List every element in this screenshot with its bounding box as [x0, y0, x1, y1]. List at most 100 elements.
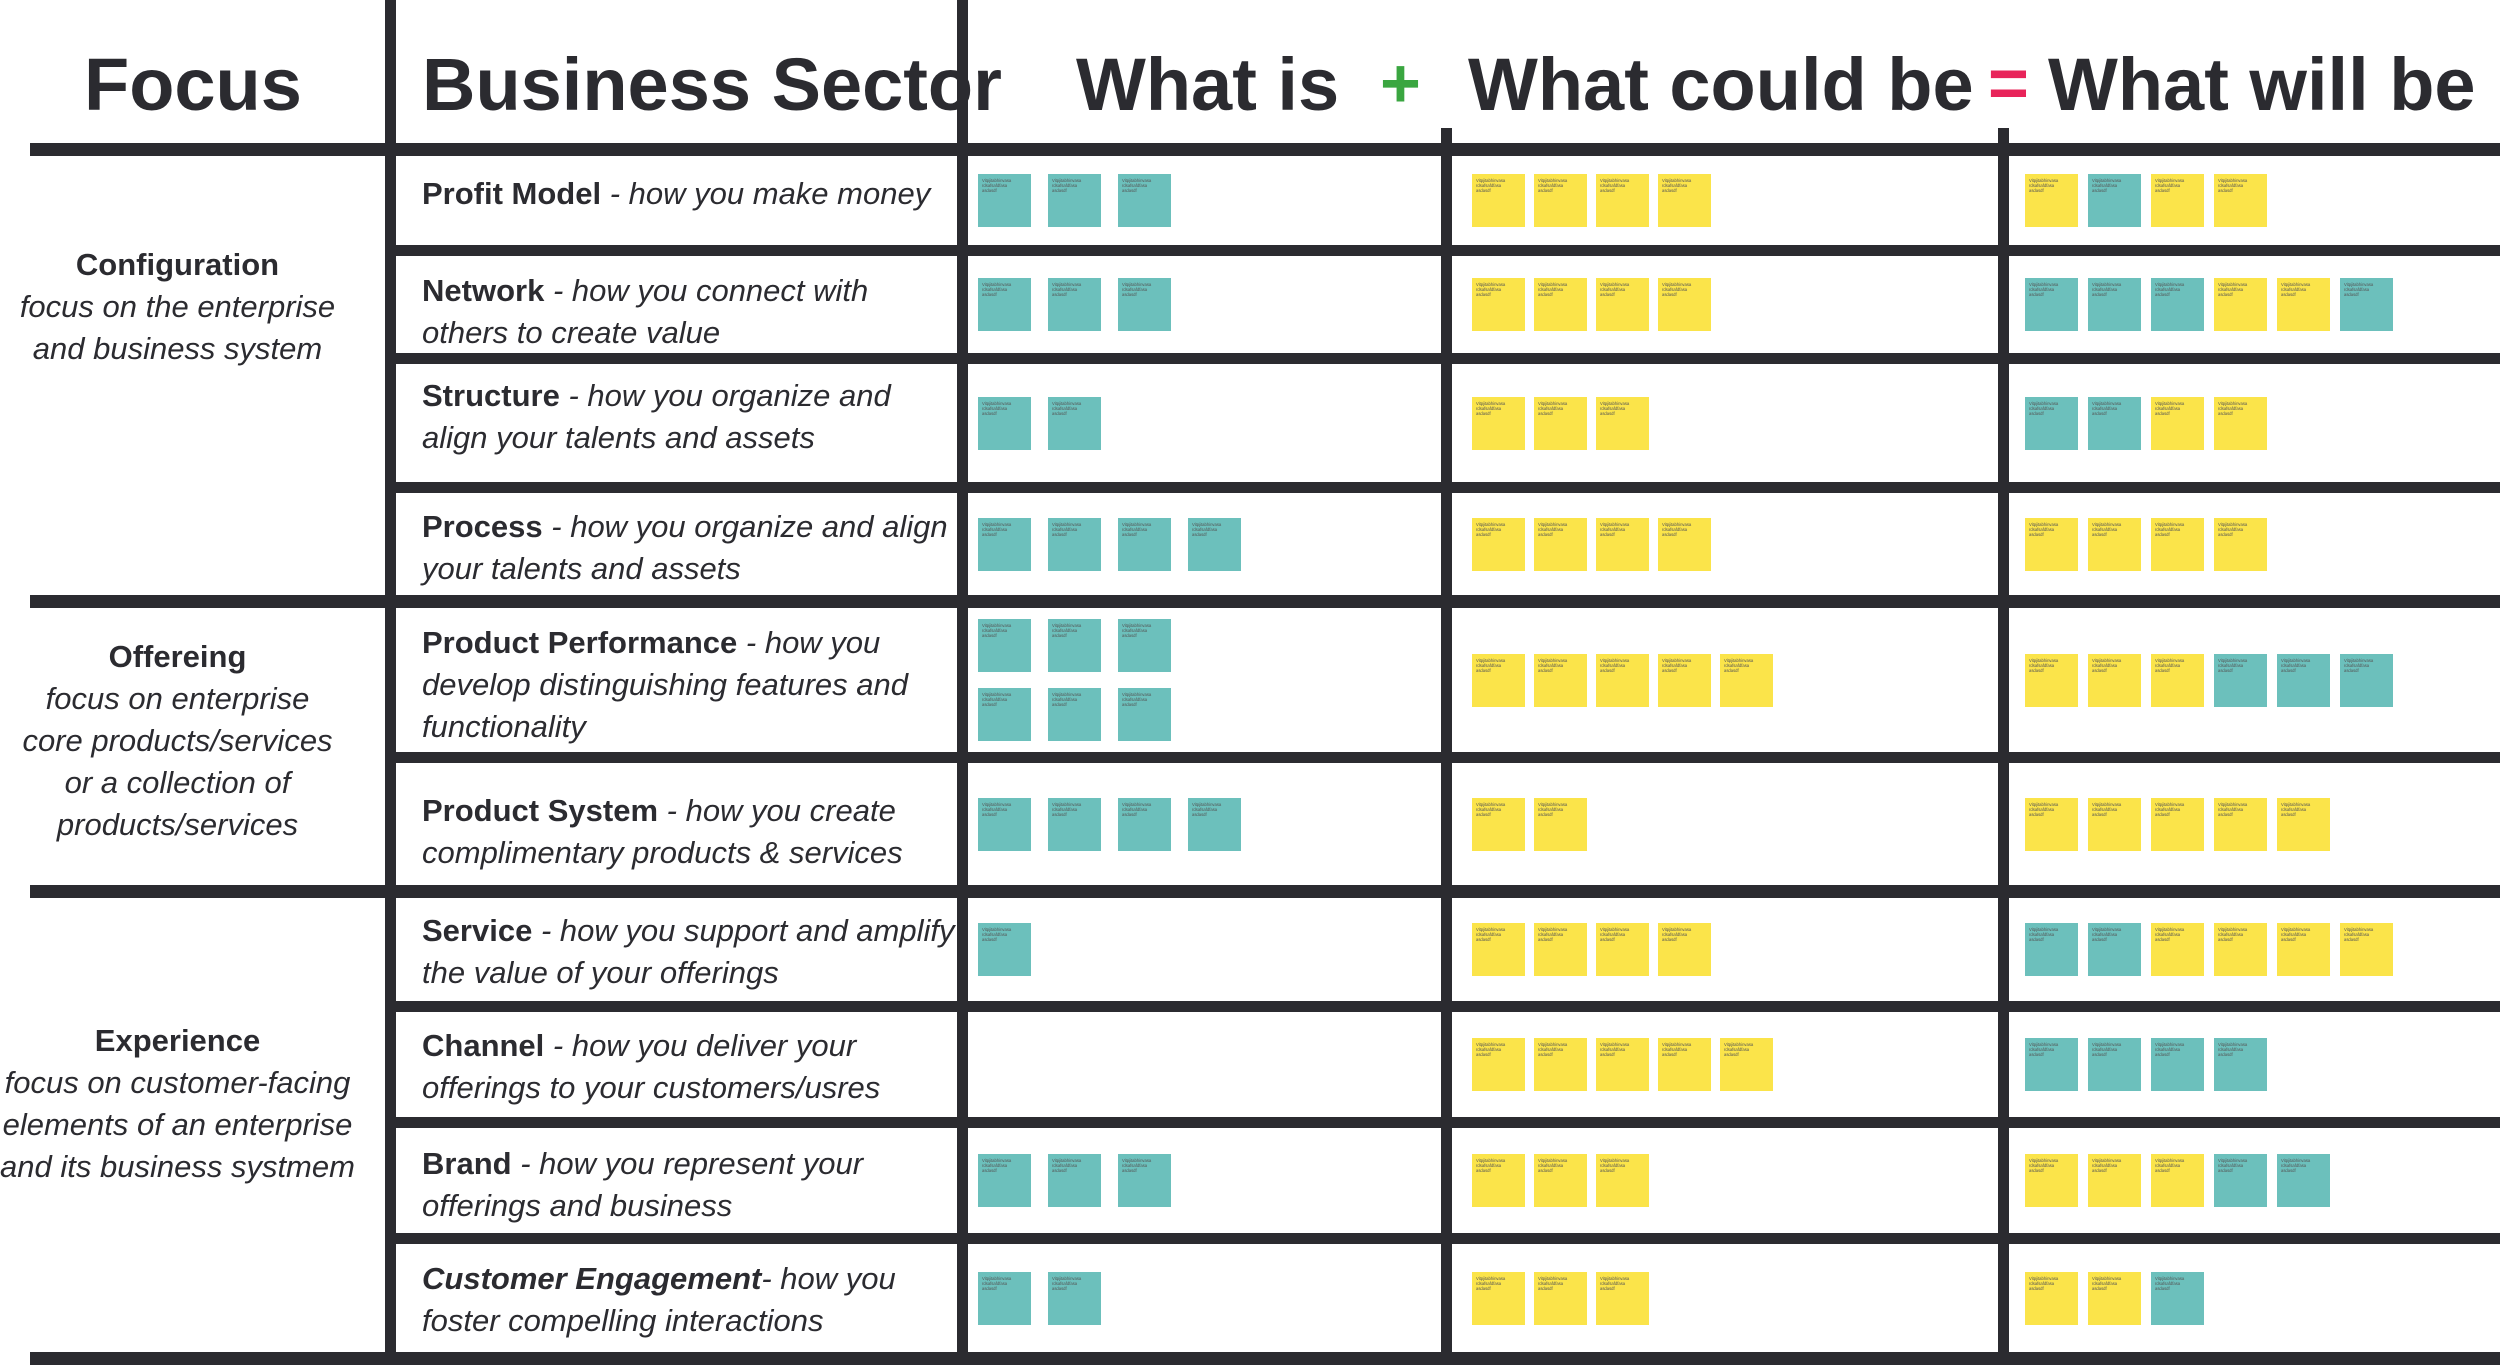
sticky-note-teal[interactable]: Vitpjitabhinvasa rdsafsafdfasa asdasdf: [1048, 278, 1101, 331]
sticky-note-teal[interactable]: Vitpjitabhinvasa rdsafsafdfasa asdasdf: [1048, 798, 1101, 851]
sticky-note-yellow[interactable]: Vitpjitabhinvasa rdsafsafdfasa asdasdf: [2340, 923, 2393, 976]
sticky-note-yellow[interactable]: Vitpjitabhinvasa rdsafsafdfasa asdasdf: [1596, 1038, 1649, 1091]
sticky-note-yellow[interactable]: Vitpjitabhinvasa rdsafsafdfasa asdasdf: [1472, 798, 1525, 851]
sticky-note-teal[interactable]: Vitpjitabhinvasa rdsafsafdfasa asdasdf: [1048, 1272, 1101, 1325]
sticky-note-yellow[interactable]: Vitpjitabhinvasa rdsafsafdfasa asdasdf: [1534, 1272, 1587, 1325]
sticky-note-teal[interactable]: Vitpjitabhinvasa rdsafsafdfasa asdasdf: [2214, 1154, 2267, 1207]
sticky-note-yellow[interactable]: Vitpjitabhinvasa rdsafsafdfasa asdasdf: [1596, 397, 1649, 450]
sticky-note-teal[interactable]: Vitpjitabhinvasa rdsafsafdfasa asdasdf: [2025, 397, 2078, 450]
sticky-note-teal[interactable]: Vitpjitabhinvasa rdsafsafdfasa asdasdf: [1188, 518, 1241, 571]
sticky-note-yellow[interactable]: Vitpjitabhinvasa rdsafsafdfasa asdasdf: [2277, 798, 2330, 851]
sticky-note-teal[interactable]: Vitpjitabhinvasa rdsafsafdfasa asdasdf: [1118, 518, 1171, 571]
sticky-note-yellow[interactable]: Vitpjitabhinvasa rdsafsafdfasa asdasdf: [1472, 174, 1525, 227]
sticky-note-teal[interactable]: Vitpjitabhinvasa rdsafsafdfasa asdasdf: [2025, 1038, 2078, 1091]
sticky-note-yellow[interactable]: Vitpjitabhinvasa rdsafsafdfasa asdasdf: [1658, 174, 1711, 227]
sticky-note-yellow[interactable]: Vitpjitabhinvasa rdsafsafdfasa asdasdf: [1472, 1154, 1525, 1207]
sticky-note-teal[interactable]: Vitpjitabhinvasa rdsafsafdfasa asdasdf: [1048, 397, 1101, 450]
sticky-note-yellow[interactable]: Vitpjitabhinvasa rdsafsafdfasa asdasdf: [1472, 518, 1525, 571]
sticky-note-yellow[interactable]: Vitpjitabhinvasa rdsafsafdfasa asdasdf: [1720, 654, 1773, 707]
sticky-note-yellow[interactable]: Vitpjitabhinvasa rdsafsafdfasa asdasdf: [1596, 1272, 1649, 1325]
sticky-note-teal[interactable]: Vitpjitabhinvasa rdsafsafdfasa asdasdf: [1118, 798, 1171, 851]
sticky-note-teal[interactable]: Vitpjitabhinvasa rdsafsafdfasa asdasdf: [978, 1272, 1031, 1325]
sticky-note-yellow[interactable]: Vitpjitabhinvasa rdsafsafdfasa asdasdf: [2214, 397, 2267, 450]
sticky-note-yellow[interactable]: Vitpjitabhinvasa rdsafsafdfasa asdasdf: [2025, 518, 2078, 571]
sticky-note-teal[interactable]: Vitpjitabhinvasa rdsafsafdfasa asdasdf: [2151, 1272, 2204, 1325]
sticky-note-teal[interactable]: Vitpjitabhinvasa rdsafsafdfasa asdasdf: [978, 798, 1031, 851]
sticky-note-teal[interactable]: Vitpjitabhinvasa rdsafsafdfasa asdasdf: [1118, 278, 1171, 331]
sticky-note-teal[interactable]: Vitpjitabhinvasa rdsafsafdfasa asdasdf: [978, 619, 1031, 672]
sticky-note-yellow[interactable]: Vitpjitabhinvasa rdsafsafdfasa asdasdf: [1658, 278, 1711, 331]
sticky-note-yellow[interactable]: Vitpjitabhinvasa rdsafsafdfasa asdasdf: [1596, 1154, 1649, 1207]
sticky-note-yellow[interactable]: Vitpjitabhinvasa rdsafsafdfasa asdasdf: [1534, 1038, 1587, 1091]
sticky-note-yellow[interactable]: Vitpjitabhinvasa rdsafsafdfasa asdasdf: [2214, 278, 2267, 331]
sticky-note-teal[interactable]: Vitpjitabhinvasa rdsafsafdfasa asdasdf: [2340, 654, 2393, 707]
sticky-note-yellow[interactable]: Vitpjitabhinvasa rdsafsafdfasa asdasdf: [2088, 654, 2141, 707]
sticky-note-teal[interactable]: Vitpjitabhinvasa rdsafsafdfasa asdasdf: [2025, 923, 2078, 976]
sticky-note-teal[interactable]: Vitpjitabhinvasa rdsafsafdfasa asdasdf: [1118, 619, 1171, 672]
sticky-note-yellow[interactable]: Vitpjitabhinvasa rdsafsafdfasa asdasdf: [1658, 923, 1711, 976]
sticky-note-yellow[interactable]: Vitpjitabhinvasa rdsafsafdfasa asdasdf: [1534, 923, 1587, 976]
sticky-note-yellow[interactable]: Vitpjitabhinvasa rdsafsafdfasa asdasdf: [1472, 278, 1525, 331]
sticky-note-yellow[interactable]: Vitpjitabhinvasa rdsafsafdfasa asdasdf: [1534, 174, 1587, 227]
sticky-note-yellow[interactable]: Vitpjitabhinvasa rdsafsafdfasa asdasdf: [2025, 798, 2078, 851]
sticky-note-yellow[interactable]: Vitpjitabhinvasa rdsafsafdfasa asdasdf: [1472, 923, 1525, 976]
sticky-note-teal[interactable]: Vitpjitabhinvasa rdsafsafdfasa asdasdf: [1048, 518, 1101, 571]
sticky-note-yellow[interactable]: Vitpjitabhinvasa rdsafsafdfasa asdasdf: [2151, 174, 2204, 227]
sticky-note-teal[interactable]: Vitpjitabhinvasa rdsafsafdfasa asdasdf: [1048, 174, 1101, 227]
sticky-note-yellow[interactable]: Vitpjitabhinvasa rdsafsafdfasa asdasdf: [2025, 174, 2078, 227]
sticky-note-teal[interactable]: Vitpjitabhinvasa rdsafsafdfasa asdasdf: [2340, 278, 2393, 331]
sticky-note-teal[interactable]: Vitpjitabhinvasa rdsafsafdfasa asdasdf: [1048, 619, 1101, 672]
sticky-note-teal[interactable]: Vitpjitabhinvasa rdsafsafdfasa asdasdf: [2277, 1154, 2330, 1207]
sticky-note-yellow[interactable]: Vitpjitabhinvasa rdsafsafdfasa asdasdf: [2214, 174, 2267, 227]
sticky-note-teal[interactable]: Vitpjitabhinvasa rdsafsafdfasa asdasdf: [1118, 174, 1171, 227]
sticky-note-teal[interactable]: Vitpjitabhinvasa rdsafsafdfasa asdasdf: [1048, 1154, 1101, 1207]
sticky-note-teal[interactable]: Vitpjitabhinvasa rdsafsafdfasa asdasdf: [2025, 278, 2078, 331]
sticky-note-teal[interactable]: Vitpjitabhinvasa rdsafsafdfasa asdasdf: [2151, 278, 2204, 331]
sticky-note-teal[interactable]: Vitpjitabhinvasa rdsafsafdfasa asdasdf: [978, 1154, 1031, 1207]
sticky-note-yellow[interactable]: Vitpjitabhinvasa rdsafsafdfasa asdasdf: [2088, 798, 2141, 851]
sticky-note-yellow[interactable]: Vitpjitabhinvasa rdsafsafdfasa asdasdf: [1658, 1038, 1711, 1091]
sticky-note-yellow[interactable]: Vitpjitabhinvasa rdsafsafdfasa asdasdf: [2151, 518, 2204, 571]
sticky-note-yellow[interactable]: Vitpjitabhinvasa rdsafsafdfasa asdasdf: [1534, 654, 1587, 707]
sticky-note-teal[interactable]: Vitpjitabhinvasa rdsafsafdfasa asdasdf: [978, 688, 1031, 741]
sticky-note-yellow[interactable]: Vitpjitabhinvasa rdsafsafdfasa asdasdf: [2151, 923, 2204, 976]
sticky-note-teal[interactable]: Vitpjitabhinvasa rdsafsafdfasa asdasdf: [1118, 1154, 1171, 1207]
sticky-note-yellow[interactable]: Vitpjitabhinvasa rdsafsafdfasa asdasdf: [1596, 923, 1649, 976]
sticky-note-yellow[interactable]: Vitpjitabhinvasa rdsafsafdfasa asdasdf: [2277, 923, 2330, 976]
sticky-note-yellow[interactable]: Vitpjitabhinvasa rdsafsafdfasa asdasdf: [2088, 1272, 2141, 1325]
sticky-note-yellow[interactable]: Vitpjitabhinvasa rdsafsafdfasa asdasdf: [2214, 518, 2267, 571]
sticky-note-yellow[interactable]: Vitpjitabhinvasa rdsafsafdfasa asdasdf: [1658, 518, 1711, 571]
sticky-note-teal[interactable]: Vitpjitabhinvasa rdsafsafdfasa asdasdf: [978, 278, 1031, 331]
sticky-note-teal[interactable]: Vitpjitabhinvasa rdsafsafdfasa asdasdf: [2088, 397, 2141, 450]
sticky-note-yellow[interactable]: Vitpjitabhinvasa rdsafsafdfasa asdasdf: [1472, 1038, 1525, 1091]
sticky-note-yellow[interactable]: Vitpjitabhinvasa rdsafsafdfasa asdasdf: [2151, 1154, 2204, 1207]
sticky-note-yellow[interactable]: Vitpjitabhinvasa rdsafsafdfasa asdasdf: [1534, 798, 1587, 851]
sticky-note-yellow[interactable]: Vitpjitabhinvasa rdsafsafdfasa asdasdf: [1596, 174, 1649, 227]
sticky-note-teal[interactable]: Vitpjitabhinvasa rdsafsafdfasa asdasdf: [2088, 174, 2141, 227]
sticky-note-teal[interactable]: Vitpjitabhinvasa rdsafsafdfasa asdasdf: [2088, 278, 2141, 331]
sticky-note-yellow[interactable]: Vitpjitabhinvasa rdsafsafdfasa asdasdf: [1658, 654, 1711, 707]
sticky-note-yellow[interactable]: Vitpjitabhinvasa rdsafsafdfasa asdasdf: [2025, 1154, 2078, 1207]
sticky-note-yellow[interactable]: Vitpjitabhinvasa rdsafsafdfasa asdasdf: [1596, 518, 1649, 571]
sticky-note-yellow[interactable]: Vitpjitabhinvasa rdsafsafdfasa asdasdf: [2214, 798, 2267, 851]
sticky-note-yellow[interactable]: Vitpjitabhinvasa rdsafsafdfasa asdasdf: [1596, 278, 1649, 331]
sticky-note-teal[interactable]: Vitpjitabhinvasa rdsafsafdfasa asdasdf: [1048, 688, 1101, 741]
sticky-note-teal[interactable]: Vitpjitabhinvasa rdsafsafdfasa asdasdf: [978, 923, 1031, 976]
sticky-note-yellow[interactable]: Vitpjitabhinvasa rdsafsafdfasa asdasdf: [2151, 654, 2204, 707]
sticky-note-teal[interactable]: Vitpjitabhinvasa rdsafsafdfasa asdasdf: [2214, 1038, 2267, 1091]
sticky-note-teal[interactable]: Vitpjitabhinvasa rdsafsafdfasa asdasdf: [2088, 1038, 2141, 1091]
sticky-note-yellow[interactable]: Vitpjitabhinvasa rdsafsafdfasa asdasdf: [1596, 654, 1649, 707]
sticky-note-teal[interactable]: Vitpjitabhinvasa rdsafsafdfasa asdasdf: [2151, 1038, 2204, 1091]
sticky-note-yellow[interactable]: Vitpjitabhinvasa rdsafsafdfasa asdasdf: [2025, 654, 2078, 707]
sticky-note-yellow[interactable]: Vitpjitabhinvasa rdsafsafdfasa asdasdf: [2088, 518, 2141, 571]
sticky-note-yellow[interactable]: Vitpjitabhinvasa rdsafsafdfasa asdasdf: [2088, 1154, 2141, 1207]
sticky-note-yellow[interactable]: Vitpjitabhinvasa rdsafsafdfasa asdasdf: [2025, 1272, 2078, 1325]
sticky-note-yellow[interactable]: Vitpjitabhinvasa rdsafsafdfasa asdasdf: [1472, 1272, 1525, 1325]
sticky-note-teal[interactable]: Vitpjitabhinvasa rdsafsafdfasa asdasdf: [2088, 923, 2141, 976]
sticky-note-yellow[interactable]: Vitpjitabhinvasa rdsafsafdfasa asdasdf: [1534, 397, 1587, 450]
sticky-note-yellow[interactable]: Vitpjitabhinvasa rdsafsafdfasa asdasdf: [1472, 397, 1525, 450]
sticky-note-teal[interactable]: Vitpjitabhinvasa rdsafsafdfasa asdasdf: [2214, 654, 2267, 707]
sticky-note-teal[interactable]: Vitpjitabhinvasa rdsafsafdfasa asdasdf: [1118, 688, 1171, 741]
sticky-note-yellow[interactable]: Vitpjitabhinvasa rdsafsafdfasa asdasdf: [1534, 278, 1587, 331]
sticky-note-yellow[interactable]: Vitpjitabhinvasa rdsafsafdfasa asdasdf: [1534, 518, 1587, 571]
